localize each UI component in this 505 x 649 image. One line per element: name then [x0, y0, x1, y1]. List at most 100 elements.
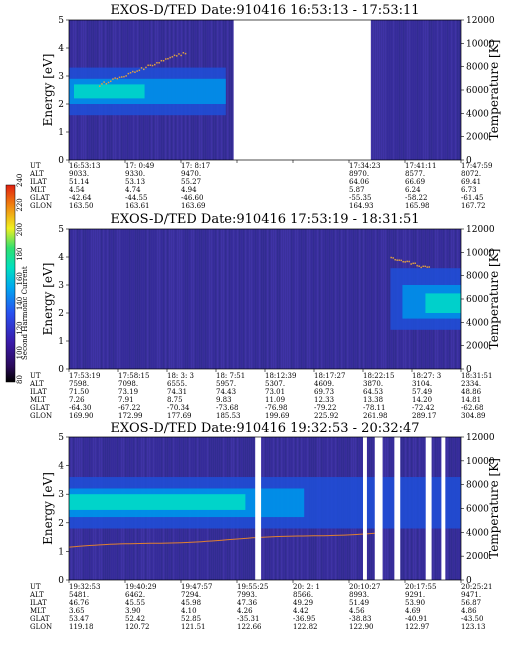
- texture-stripe: [385, 20, 387, 160]
- texture-stripe: [367, 229, 369, 369]
- info-cell: 53.47: [69, 615, 89, 623]
- info-row-label: MLT: [30, 186, 46, 194]
- panel-title: EXOS-D/TED Date:910416 19:32:53 - 20:32:…: [110, 421, 419, 436]
- texture-stripe: [347, 229, 349, 369]
- trace-point: [180, 54, 182, 57]
- texture-stripe: [363, 229, 365, 369]
- texture-stripe: [87, 229, 89, 369]
- trace-point: [151, 64, 154, 67]
- trace-point: [404, 261, 406, 263]
- texture-stripe: [81, 229, 83, 369]
- texture-stripe: [355, 229, 357, 369]
- texture-stripe: [217, 229, 219, 369]
- texture-stripe: [331, 229, 333, 369]
- trace-point: [143, 68, 145, 71]
- texture-stripe: [147, 229, 149, 369]
- data-gap: [233, 20, 371, 160]
- trace-point: [110, 80, 112, 83]
- info-cell: 163.69: [181, 202, 206, 210]
- texture-stripe: [379, 20, 381, 160]
- texture-stripe: [259, 229, 261, 369]
- texture-stripe: [91, 229, 93, 369]
- trace-point: [105, 83, 108, 85]
- texture-stripe: [313, 229, 315, 369]
- info-cell: -40.91: [405, 615, 427, 623]
- info-cell: -55.35: [349, 194, 371, 202]
- info-cell: 7598.: [69, 380, 89, 388]
- info-cell: 4.69: [405, 607, 421, 615]
- trace-point: [167, 57, 169, 60]
- info-cell: 47.36: [237, 599, 258, 607]
- colorbar-tick-label: 80: [16, 375, 24, 384]
- info-cell: 17: 8:17: [181, 162, 210, 170]
- texture-stripe: [215, 229, 217, 369]
- texture-stripe: [117, 229, 119, 369]
- ytick-label: 0: [58, 365, 64, 375]
- texture-stripe: [289, 229, 291, 369]
- texture-stripe: [247, 229, 249, 369]
- info-cell: 4.86: [461, 607, 477, 615]
- trace-point: [136, 70, 138, 72]
- texture-stripe: [447, 20, 449, 160]
- texture-stripe: [349, 229, 351, 369]
- info-cell: 163.50: [69, 202, 94, 210]
- texture-stripe: [149, 229, 151, 369]
- info-cell: 8.75: [167, 396, 183, 404]
- ytick-right-label: 4000: [466, 528, 489, 538]
- ytick-right-label: 0: [466, 156, 472, 166]
- texture-stripe: [327, 229, 329, 369]
- texture-stripe: [371, 229, 373, 369]
- texture-stripe: [435, 20, 437, 160]
- texture-stripe: [93, 229, 95, 369]
- texture-stripe: [361, 229, 363, 369]
- texture-stripe: [421, 20, 423, 160]
- texture-stripe: [457, 20, 459, 160]
- info-cell: -44.55: [125, 194, 147, 202]
- texture-stripe: [265, 229, 267, 369]
- ytick-label: 3: [58, 281, 64, 291]
- ytick-right-label: 12000: [466, 16, 495, 26]
- texture-stripe: [415, 20, 417, 160]
- trace-point: [118, 76, 121, 79]
- texture-stripe: [339, 229, 341, 369]
- info-cell: 51.14: [69, 178, 90, 186]
- info-cell: -43.50: [461, 615, 483, 623]
- info-cell: 4.56: [349, 607, 365, 615]
- texture-stripe: [133, 229, 135, 369]
- texture-stripe: [273, 229, 275, 369]
- info-cell: 18: 7:51: [216, 372, 245, 380]
- blob-core: [425, 293, 461, 313]
- ytick-right-label: 8000: [466, 481, 489, 491]
- info-row-label: ILAT: [30, 388, 47, 396]
- trace-point: [418, 265, 420, 267]
- trace-point: [145, 66, 147, 69]
- texture-stripe: [369, 229, 371, 369]
- info-cell: -36.95: [293, 615, 315, 623]
- info-cell: 4.54: [69, 186, 85, 194]
- texture-stripe: [353, 229, 355, 369]
- texture-stripe: [423, 20, 425, 160]
- texture-stripe: [213, 229, 215, 369]
- texture-stripe: [185, 229, 187, 369]
- texture-stripe: [441, 20, 443, 160]
- info-cell: 71.50: [69, 388, 89, 396]
- texture-stripe: [191, 229, 193, 369]
- trace-point: [398, 259, 400, 261]
- info-cell: 20:25:21: [461, 583, 492, 591]
- info-cell: 3870.: [363, 380, 383, 388]
- info-cell: 289.17: [412, 412, 437, 420]
- texture-stripe: [293, 229, 295, 369]
- info-cell: 46.76: [69, 599, 90, 607]
- band-core: [74, 84, 145, 99]
- trace-point: [396, 259, 398, 261]
- texture-stripe: [337, 229, 339, 369]
- texture-stripe: [233, 20, 235, 160]
- info-cell: -46.60: [181, 194, 203, 202]
- trace-point: [406, 260, 408, 263]
- info-cell: 3104.: [412, 380, 432, 388]
- info-cell: -76.98: [265, 404, 287, 412]
- info-cell: -61.45: [461, 194, 483, 202]
- texture-stripe: [311, 229, 313, 369]
- texture-stripe: [153, 229, 155, 369]
- ytick-label: 3: [58, 490, 64, 500]
